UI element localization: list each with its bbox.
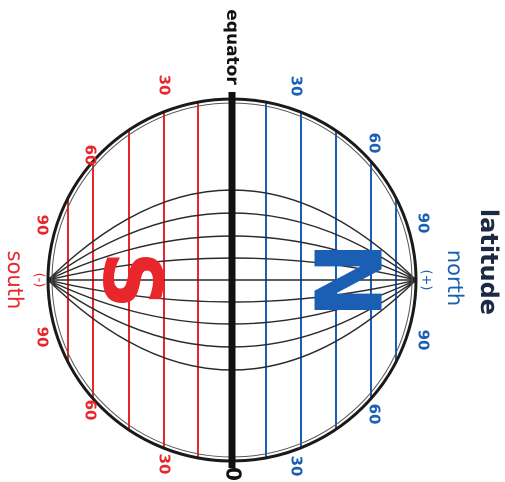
south-sign: (-) xyxy=(32,273,47,288)
north-word: north xyxy=(443,250,467,306)
title-latitude: latitude xyxy=(475,209,503,315)
north-letter: N xyxy=(293,242,400,319)
degree-label: 60 xyxy=(366,404,384,425)
zero-label: 0 xyxy=(222,467,246,481)
degree-label: 90 xyxy=(415,330,433,351)
equator-label: equator xyxy=(222,9,242,85)
degree-label: 60 xyxy=(366,133,384,154)
north-sign: (+) xyxy=(419,269,434,290)
degree-label: 30 xyxy=(156,75,174,96)
south-word: south xyxy=(3,251,27,310)
south-letter: S xyxy=(85,251,178,309)
degree-label: 30 xyxy=(156,454,174,475)
degree-label: 30 xyxy=(288,456,306,477)
degree-label: 90 xyxy=(415,213,433,234)
degree-label: 90 xyxy=(34,327,52,348)
degree-label: 90 xyxy=(34,215,52,236)
degree-label: 60 xyxy=(82,145,100,166)
degree-label: 60 xyxy=(82,400,100,421)
degree-label: 30 xyxy=(288,76,306,97)
